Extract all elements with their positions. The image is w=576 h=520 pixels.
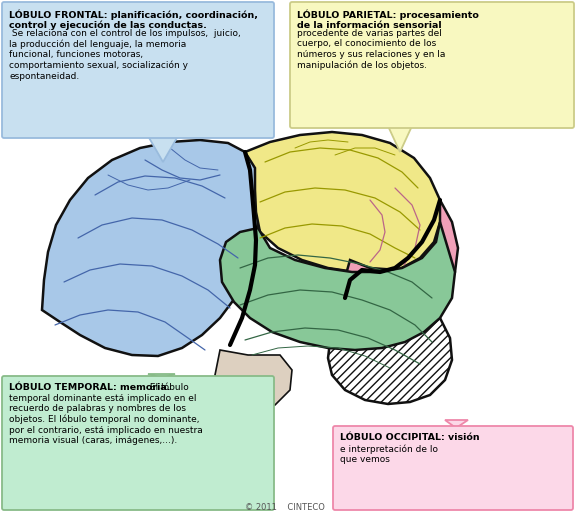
Text: LÓBULO PARIETAL: procesamiento
de la información sensorial: LÓBULO PARIETAL: procesamiento de la inf…	[297, 9, 479, 30]
Polygon shape	[215, 350, 292, 410]
Polygon shape	[245, 132, 442, 272]
Polygon shape	[42, 140, 260, 356]
Polygon shape	[328, 298, 452, 404]
Text: LÓBULO TEMPORAL: memoria.: LÓBULO TEMPORAL: memoria.	[9, 383, 170, 392]
Text: procedente de varias partes del
cuerpo, el conocimiento de los
números y sus rel: procedente de varias partes del cuerpo, …	[297, 29, 445, 70]
Text: temporal dominante está implicado en el
recuerdo de palabras y nombres de los
ob: temporal dominante está implicado en el …	[9, 394, 203, 445]
FancyBboxPatch shape	[2, 376, 274, 510]
FancyBboxPatch shape	[290, 2, 574, 128]
Text: e interpretación de lo
que vemos: e interpretación de lo que vemos	[340, 444, 438, 464]
Polygon shape	[148, 374, 175, 378]
Polygon shape	[388, 126, 412, 152]
Polygon shape	[148, 136, 178, 162]
Text: Se relaciona con el control de los impulsos,  juicio,
la producción del lenguaje: Se relaciona con el control de los impul…	[9, 29, 241, 81]
Text: LÓBULO OCCIPITAL: visión: LÓBULO OCCIPITAL: visión	[340, 433, 480, 442]
Polygon shape	[220, 222, 455, 350]
FancyBboxPatch shape	[333, 426, 573, 510]
Text: El lóbulo: El lóbulo	[147, 383, 189, 392]
Text: © 2011    CINTECO: © 2011 CINTECO	[245, 503, 325, 512]
Text: LÓBULO FRONTAL: planificación, coordinación,
control y ejecución de las conducta: LÓBULO FRONTAL: planificación, coordinac…	[9, 9, 258, 31]
Polygon shape	[445, 420, 468, 428]
Polygon shape	[345, 200, 458, 326]
FancyBboxPatch shape	[2, 2, 274, 138]
